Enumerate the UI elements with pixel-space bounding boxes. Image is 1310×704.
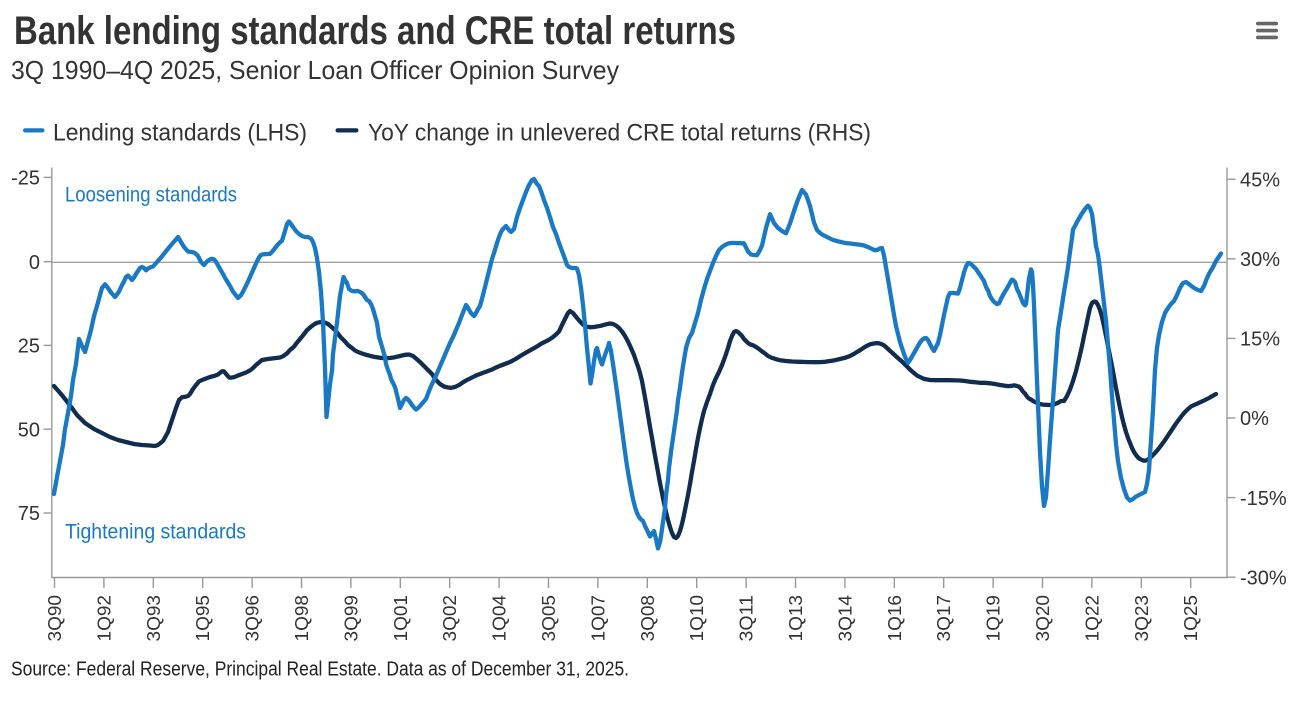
svg-text:3Q 1990–4Q 2025, Senior Loan O: 3Q 1990–4Q 2025, Senior Loan Officer Opi…	[11, 55, 619, 85]
svg-text:75: 75	[18, 503, 40, 525]
svg-text:1Q10: 1Q10	[687, 595, 707, 642]
svg-text:15%: 15%	[1240, 329, 1280, 351]
svg-text:1Q22: 1Q22	[1082, 595, 1102, 642]
svg-text:1Q16: 1Q16	[885, 595, 905, 642]
svg-text:3Q17: 3Q17	[934, 595, 954, 642]
svg-text:1Q13: 1Q13	[786, 595, 806, 642]
svg-text:3Q99: 3Q99	[341, 595, 361, 642]
svg-text:3Q02: 3Q02	[440, 595, 460, 642]
svg-text:50: 50	[18, 419, 40, 441]
svg-text:30%: 30%	[1240, 249, 1280, 271]
svg-text:Lending standards (LHS): Lending standards (LHS)	[53, 120, 307, 147]
svg-text:1Q07: 1Q07	[588, 595, 608, 642]
svg-text:0%: 0%	[1240, 408, 1269, 430]
svg-text:-25: -25	[11, 168, 40, 190]
svg-text:3Q23: 3Q23	[1132, 595, 1152, 642]
svg-text:1Q98: 1Q98	[292, 595, 312, 642]
svg-text:3Q20: 3Q20	[1033, 595, 1053, 642]
svg-text:-30%: -30%	[1240, 567, 1287, 589]
svg-text:3Q93: 3Q93	[144, 595, 164, 642]
svg-text:1Q01: 1Q01	[391, 595, 411, 642]
svg-text:1Q92: 1Q92	[94, 595, 114, 642]
svg-text:YoY change in unlevered CRE to: YoY change in unlevered CRE total return…	[368, 120, 871, 147]
svg-text:3Q08: 3Q08	[638, 595, 658, 642]
svg-text:Loosening standards: Loosening standards	[65, 183, 237, 206]
svg-text:1Q25: 1Q25	[1181, 595, 1201, 642]
svg-text:1Q95: 1Q95	[193, 595, 213, 642]
svg-text:Source: Federal Reserve, Princ: Source: Federal Reserve, Principal Real …	[11, 659, 629, 681]
svg-text:-15%: -15%	[1240, 488, 1287, 510]
svg-text:Bank lending standards and CRE: Bank lending standards and CRE total ret…	[14, 9, 736, 53]
svg-text:1Q19: 1Q19	[984, 595, 1004, 642]
svg-text:3Q05: 3Q05	[539, 595, 559, 642]
svg-text:25: 25	[18, 336, 40, 358]
svg-text:3Q11: 3Q11	[737, 595, 757, 642]
svg-text:45%: 45%	[1240, 169, 1280, 191]
svg-text:3Q14: 3Q14	[835, 595, 855, 642]
svg-text:0: 0	[29, 252, 40, 274]
svg-text:Tightening standards: Tightening standards	[65, 521, 246, 544]
svg-text:3Q90: 3Q90	[45, 595, 65, 642]
svg-text:1Q04: 1Q04	[490, 595, 510, 642]
svg-text:3Q96: 3Q96	[243, 595, 263, 642]
